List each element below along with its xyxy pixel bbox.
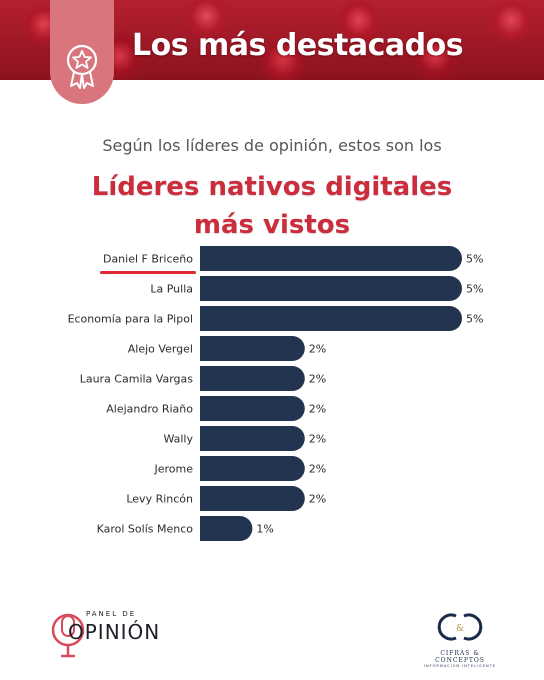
- subtitle: Según los líderes de opinión, estos son …: [102, 136, 442, 155]
- category-label: Alejo Vergel: [128, 343, 193, 356]
- bar: [200, 246, 462, 271]
- category-label: Levy Rincón: [126, 493, 193, 506]
- chart-title: Líderes nativos digitales más vistos: [91, 172, 453, 240]
- value-label: 2%: [309, 493, 326, 506]
- value-label: 2%: [309, 433, 326, 446]
- highlight-underline: [100, 271, 196, 274]
- svg-text:&: &: [456, 624, 464, 634]
- badge: [50, 0, 114, 104]
- bar: [200, 306, 462, 331]
- category-label: Daniel F Briceño: [103, 253, 193, 266]
- value-label: 5%: [466, 313, 483, 326]
- bar-chart: Daniel F Briceño 5% La Pulla 5% Economía par…: [68, 246, 483, 541]
- bar: [200, 426, 305, 451]
- value-label: 1%: [256, 523, 273, 536]
- value-label: 2%: [309, 343, 326, 356]
- category-label: Jerome: [153, 463, 193, 476]
- cc-monogram-icon: &: [437, 613, 483, 641]
- value-label: 2%: [309, 403, 326, 416]
- star-medal-icon: [66, 44, 98, 89]
- value-label: 5%: [466, 253, 483, 266]
- category-label: La Pulla: [150, 283, 193, 296]
- cc-name: CIFRAS & CONCEPTOS: [435, 650, 485, 664]
- category-label: Karol Solís Menco: [97, 523, 194, 536]
- bar: [200, 336, 305, 361]
- bar: [200, 276, 462, 301]
- cc-tagline: INFORMACIÓN INTELIGENTE: [423, 664, 497, 668]
- value-label: 2%: [309, 373, 326, 386]
- bar: [200, 366, 305, 391]
- bar: [200, 486, 305, 511]
- header-title: Los más destacados: [132, 28, 464, 63]
- logo-big-text: OPINIÓN: [68, 620, 161, 644]
- bar: [200, 516, 253, 541]
- logo-small-text: PANEL DE: [86, 610, 137, 618]
- category-label: Laura Camila Vargas: [80, 373, 194, 386]
- cifras-conceptos-logo: & CIFRAS & CONCEPTOS INFORMACIÓN INTELIG…: [420, 610, 500, 668]
- value-label: 5%: [466, 283, 483, 296]
- value-label: 2%: [309, 463, 326, 476]
- bar: [200, 456, 305, 481]
- microphone-icon: [51, 613, 85, 658]
- bar: [200, 396, 305, 421]
- category-label: Economía para la Pipol: [68, 313, 193, 326]
- category-label: Alejandro Riaño: [106, 403, 193, 416]
- category-label: Wally: [163, 433, 193, 446]
